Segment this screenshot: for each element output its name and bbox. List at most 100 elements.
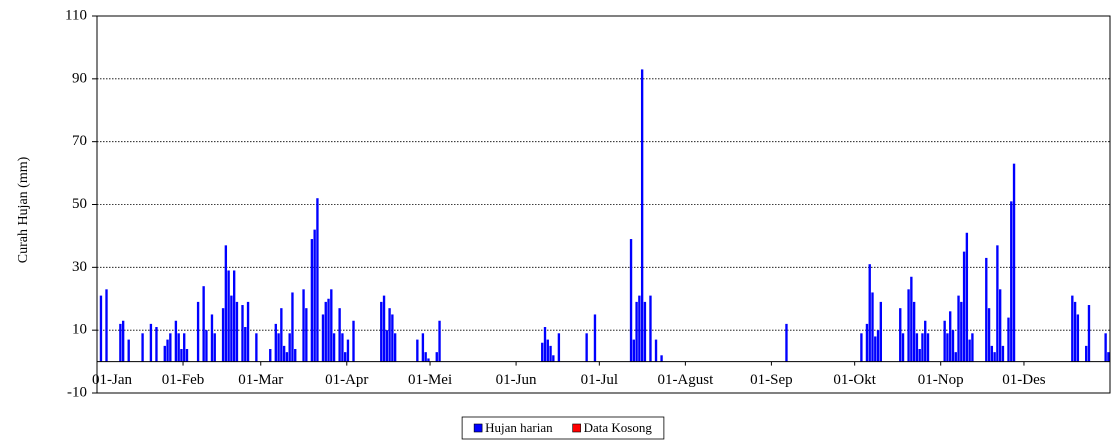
bar: [865, 323, 869, 362]
bar: [421, 333, 425, 362]
y-tick-label: 50: [72, 196, 87, 212]
bar: [213, 333, 216, 362]
bar: [549, 345, 552, 362]
x-tick-label: 01-Nop: [918, 372, 964, 388]
bar: [121, 320, 125, 362]
bar: [921, 333, 924, 362]
bar: [346, 339, 350, 362]
bar: [910, 276, 913, 362]
bar: [876, 330, 880, 362]
bar: [338, 308, 341, 362]
bar: [1010, 201, 1013, 362]
x-tick-label: 01-Des: [1002, 372, 1045, 388]
bar: [382, 295, 386, 362]
bar: [141, 333, 144, 362]
bar: [424, 352, 427, 362]
bar: [269, 349, 272, 362]
bar: [951, 330, 955, 362]
legend: Hujan harian Data Kosong: [461, 416, 665, 440]
bar: [177, 333, 180, 362]
bar: [546, 339, 549, 362]
bar: [585, 333, 588, 362]
bar: [868, 264, 871, 362]
bar: [280, 308, 283, 362]
bar: [385, 330, 388, 362]
bar: [277, 333, 280, 362]
y-tick-label: 90: [72, 70, 87, 86]
bar: [294, 349, 297, 362]
bar: [996, 245, 999, 362]
bar: [391, 314, 394, 362]
bar: [341, 333, 344, 362]
bar: [946, 333, 949, 362]
y-tick-label: 110: [65, 7, 87, 23]
bar: [1076, 314, 1080, 362]
x-tick-label: 01-Agust: [657, 372, 714, 388]
bar: [943, 320, 946, 362]
y-tick-label: 70: [72, 133, 87, 149]
bar: [235, 301, 239, 362]
bar: [660, 355, 663, 362]
x-tick-label: 01-Okt: [833, 372, 876, 388]
legend-label: Data Kosong: [584, 420, 653, 435]
bar: [205, 330, 208, 362]
bar: [166, 339, 169, 362]
bar: [380, 301, 383, 362]
bar: [879, 301, 883, 362]
bar: [1071, 295, 1074, 362]
bar: [224, 245, 228, 362]
bar: [1085, 345, 1088, 362]
bar: [393, 333, 397, 362]
bar: [557, 333, 561, 362]
y-axis-label: Curah Hujan (mm): [16, 156, 31, 263]
bar: [196, 301, 200, 362]
bar: [915, 333, 919, 362]
bar: [543, 327, 547, 362]
bar: [244, 327, 247, 362]
x-tick-label: 01-Jun: [496, 372, 537, 388]
bar: [210, 314, 214, 362]
bar: [310, 239, 314, 362]
bar: [324, 301, 327, 362]
bar: [174, 320, 178, 362]
bar: [924, 320, 927, 362]
x-tick-label: 01-Mar: [238, 372, 283, 388]
bar: [918, 349, 921, 362]
x-tick-label: 01-Jul: [581, 372, 619, 388]
bar: [185, 349, 189, 362]
bar: [640, 69, 644, 362]
bar: [327, 298, 330, 362]
bar: [332, 333, 336, 362]
bar: [874, 336, 877, 362]
bar: [149, 323, 153, 362]
bar: [291, 292, 294, 362]
bar: [899, 308, 902, 362]
bar: [105, 289, 108, 362]
y-tick-label: 30: [72, 259, 87, 275]
bar: [635, 301, 638, 362]
bar: [169, 333, 172, 362]
legend-label: Hujan harian: [485, 420, 553, 435]
bar: [119, 323, 122, 362]
bar: [998, 289, 1002, 362]
bar: [926, 333, 930, 362]
bar: [638, 295, 641, 362]
bar: [285, 352, 289, 362]
bar: [232, 270, 236, 362]
bar: [968, 339, 971, 362]
bar: [649, 295, 652, 362]
bar: [987, 308, 991, 362]
bar: [629, 239, 633, 362]
bar: [960, 301, 963, 362]
bar: [901, 333, 905, 362]
bar: [949, 311, 952, 362]
bar: [593, 314, 597, 362]
bar: [871, 292, 874, 362]
bar: [985, 257, 988, 362]
bar: [288, 333, 291, 362]
bar: [954, 352, 957, 362]
x-tick-label: 01-Sep: [750, 372, 793, 388]
x-tick-label: 01-Apr: [325, 372, 368, 388]
bar: [643, 301, 647, 362]
bar: [1007, 317, 1010, 362]
